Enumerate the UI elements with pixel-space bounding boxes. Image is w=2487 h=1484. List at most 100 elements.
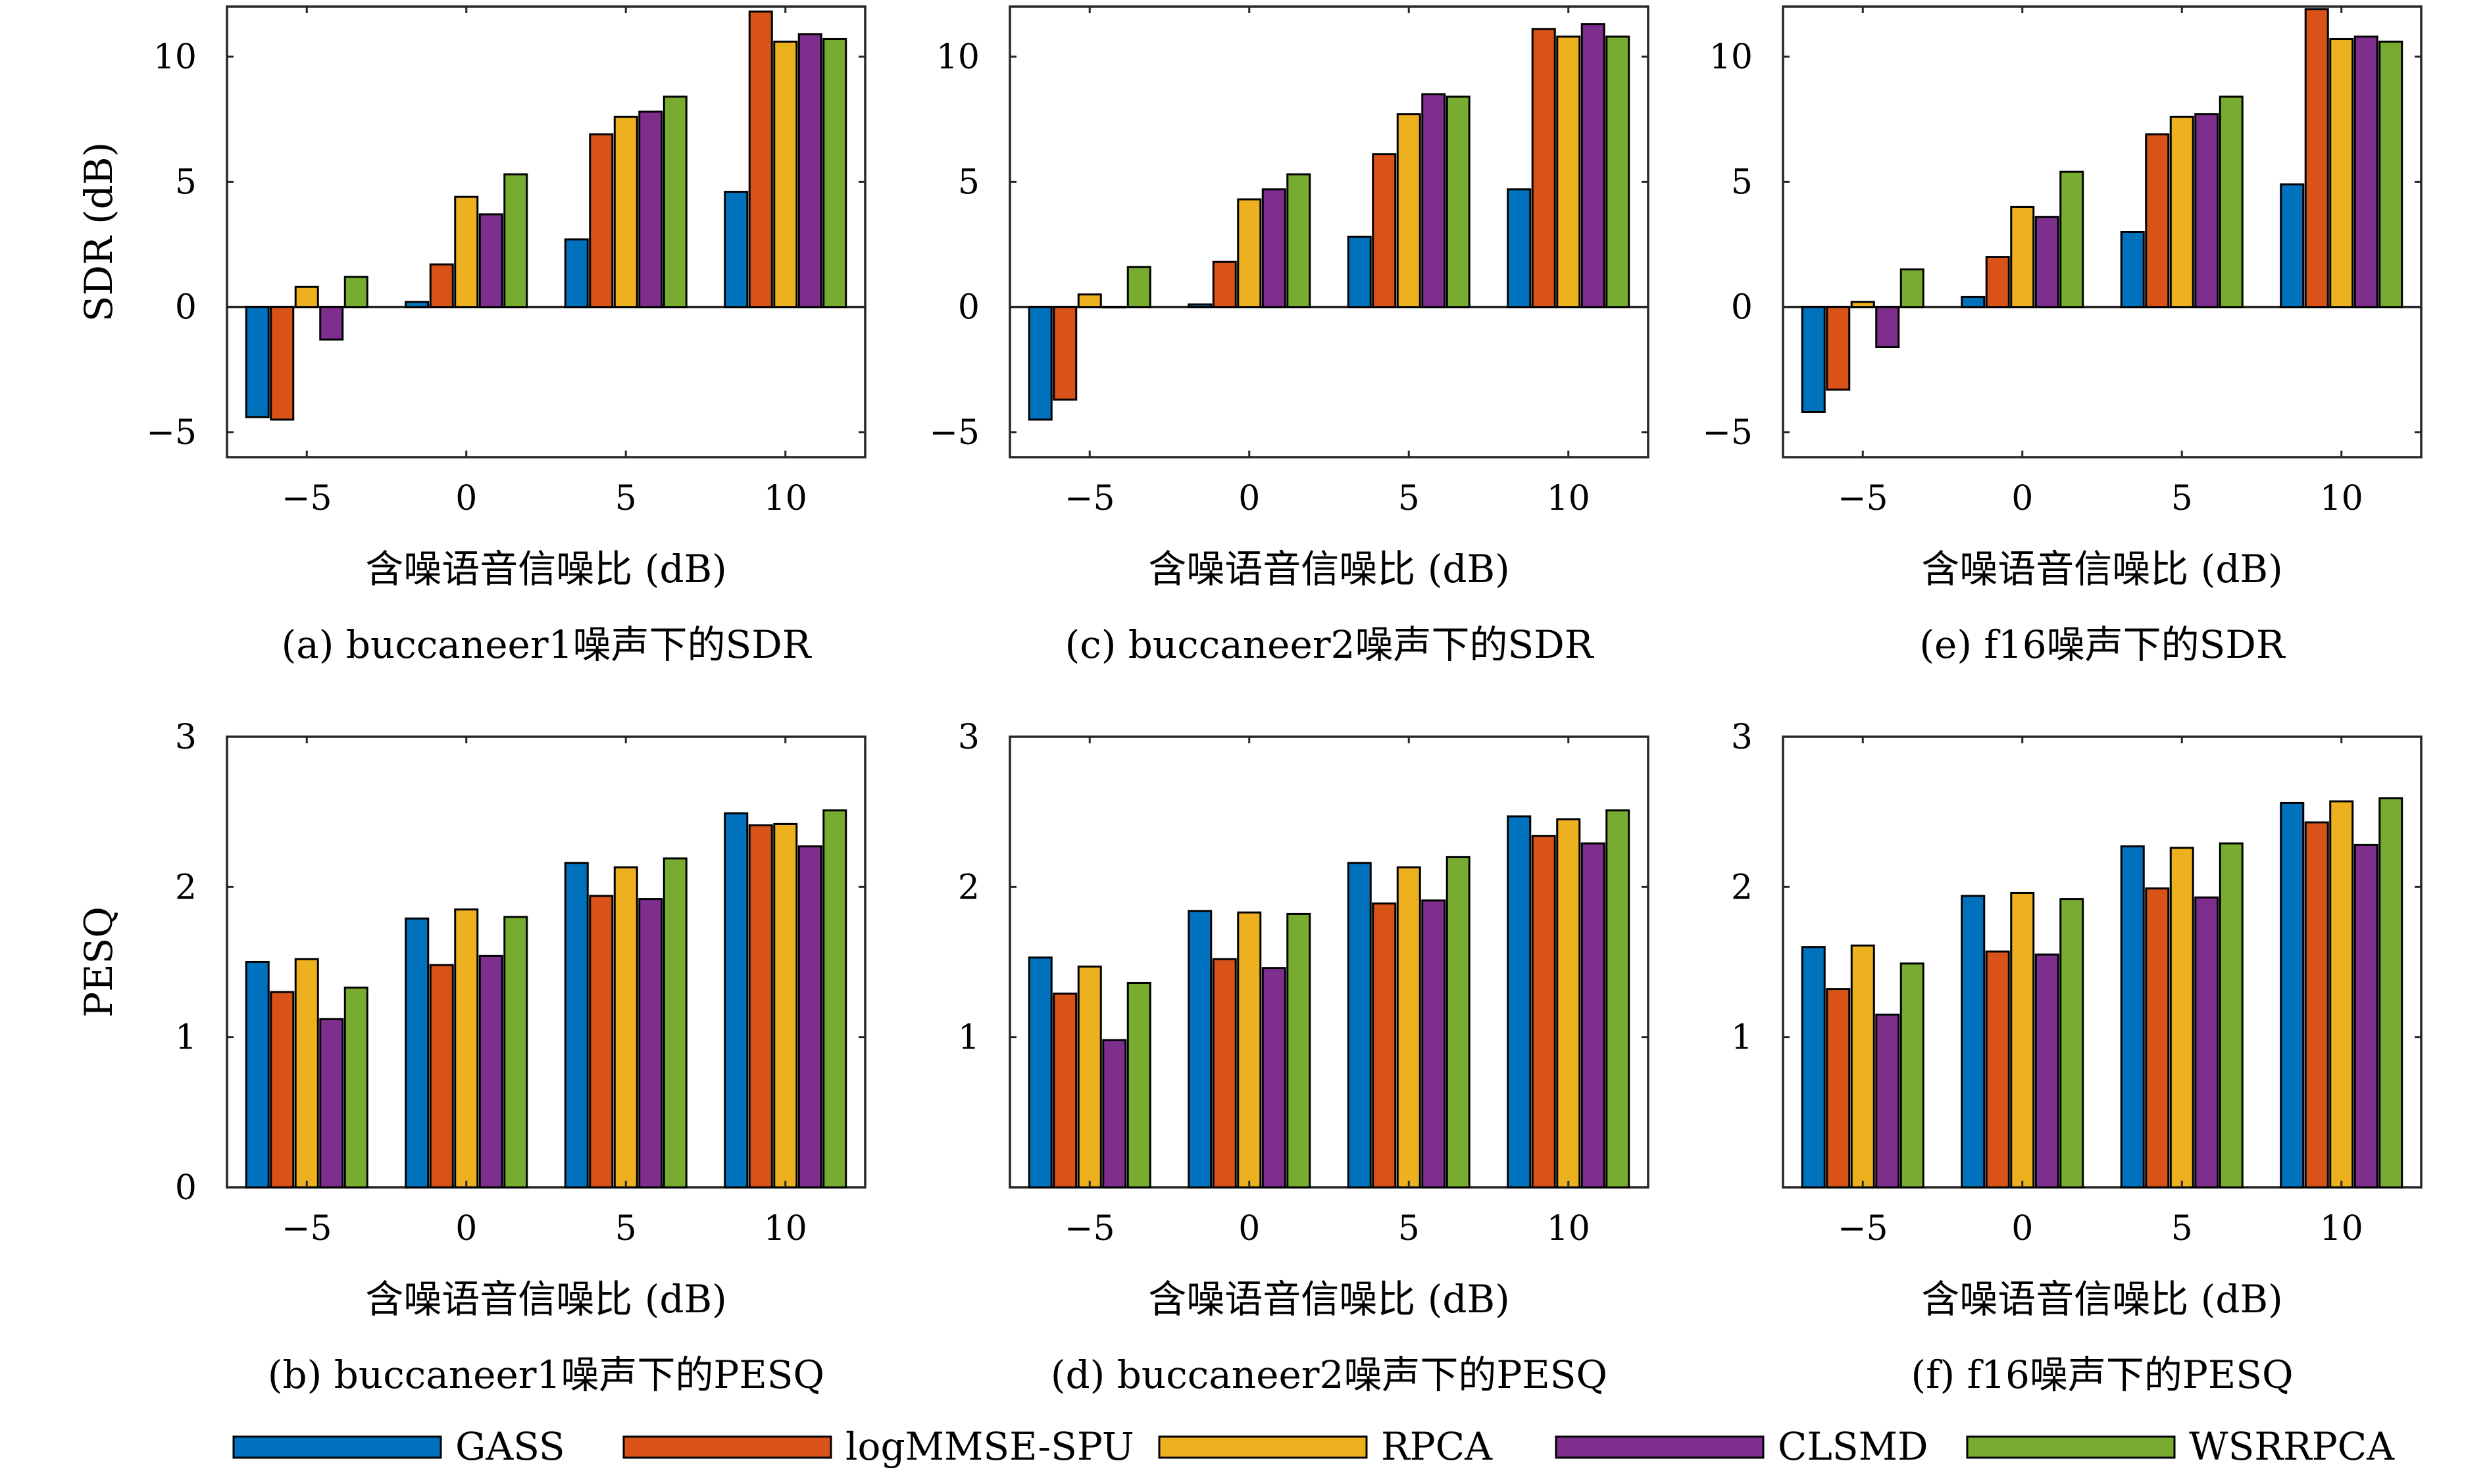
x-tick-label: 5 (1398, 1209, 1420, 1249)
bar-rpca-4 (773, 822, 798, 1189)
bar-clsmd-3 (2194, 113, 2219, 309)
bar-logmmse-spu-3 (589, 895, 614, 1189)
bar-gass-2 (1188, 910, 1213, 1189)
bar-rpca-2 (2010, 891, 2035, 1189)
legend-swatch (622, 1435, 832, 1459)
legend-swatch (232, 1435, 442, 1459)
bar-logmmse-spu-4 (1531, 835, 1556, 1189)
bar-clsmd-1 (1875, 306, 1900, 349)
y-tick-label: 0 (175, 288, 197, 328)
bar-logmmse-spu-1 (1826, 988, 1851, 1189)
y-tick-label: 3 (958, 718, 980, 757)
bar-gass-1 (1801, 946, 1826, 1189)
axes-box (1782, 735, 2423, 1189)
bar-clsmd-4 (1580, 23, 1605, 309)
y-tick-label: 3 (1731, 718, 1753, 757)
x-axis-label: 含噪语音信噪比 (dB) (1148, 1277, 1509, 1322)
bar-logmmse-spu-1 (1053, 306, 1078, 401)
x-axis-label: 含噪语音信噪比 (dB) (365, 1277, 726, 1322)
bar-wsrrpca-4 (2378, 40, 2403, 309)
x-tick-label: −5 (282, 1209, 332, 1249)
bar-clsmd-4 (2353, 36, 2378, 309)
bar-wsrrpca-4 (1605, 36, 1630, 309)
bar-rpca-1 (294, 285, 319, 309)
bar-wsrrpca-1 (343, 276, 368, 309)
bar-clsmd-2 (478, 954, 503, 1189)
x-tick-label: 0 (455, 479, 477, 518)
bar-gass-3 (1347, 862, 1372, 1189)
x-axis-label: 含噪语音信噪比 (dB) (1921, 1277, 2282, 1322)
bar-logmmse-spu-1 (1053, 992, 1078, 1189)
bar-gass-2 (1961, 295, 1986, 309)
bar-rpca-1 (1077, 965, 1102, 1189)
x-tick-label: −5 (1838, 1209, 1888, 1249)
y-axis-label: SDR (dB) (76, 142, 121, 322)
bar-logmmse-spu-3 (589, 133, 614, 309)
bar-gass-4 (1507, 188, 1532, 309)
legend-item-logmmse-spu: logMMSE-SPU (622, 1424, 1134, 1469)
chart-panel-b: −5 0 5 10 0 1 2 3 含噪语音信噪比 (dB) PESQ (b) buccaneer1… (76, 718, 867, 1397)
bar-logmmse-spu-4 (1531, 28, 1556, 309)
bar-wsrrpca-3 (1445, 95, 1470, 309)
chart-panel-c: −5 0 5 10 −5 0 5 10 含噪语音信噪比 (dB) (c) buccaneer2噪声… (929, 5, 1649, 667)
x-axis-label: 含噪语音信噪比 (dB) (1148, 547, 1509, 591)
bar-rpca-4 (2329, 800, 2354, 1189)
bar-rpca-4 (773, 40, 798, 309)
bar-gass-1 (1028, 956, 1053, 1189)
bar-rpca-4 (2329, 37, 2354, 309)
bar-clsmd-1 (1102, 1039, 1127, 1189)
bar-logmmse-spu-4 (2304, 8, 2329, 309)
legend-item-rpca: RPCA (1158, 1424, 1493, 1469)
axes-box (1009, 5, 1649, 458)
y-tick-label: 3 (175, 718, 197, 757)
bar-clsmd-1 (319, 1018, 344, 1189)
bar-wsrrpca-3 (663, 857, 688, 1189)
bar-wsrrpca-1 (1126, 266, 1151, 309)
bar-logmmse-spu-2 (429, 964, 454, 1189)
axes-box (1009, 735, 1649, 1189)
chart-panel-d: −5 0 5 10 1 2 3 含噪语音信噪比 (dB) (d) buccaneer2噪声下的P… (958, 718, 1649, 1397)
bar-clsmd-1 (319, 306, 344, 341)
bar-wsrrpca-1 (1899, 962, 1924, 1189)
y-tick-label: 10 (1709, 37, 1753, 77)
legend-label: RPCA (1381, 1424, 1493, 1469)
bar-gass-4 (724, 191, 749, 309)
bar-clsmd-3 (2194, 896, 2219, 1189)
legend-label: CLSMD (1778, 1424, 1928, 1469)
bar-rpca-4 (1556, 818, 1581, 1189)
bar-logmmse-spu-3 (2145, 133, 2170, 309)
bar-wsrrpca-3 (2219, 95, 2244, 309)
bar-rpca-2 (1237, 198, 1262, 309)
bar-rpca-2 (1237, 911, 1262, 1189)
bar-clsmd-4 (797, 845, 822, 1189)
bar-wsrrpca-1 (343, 986, 368, 1189)
x-tick-label: 5 (615, 479, 637, 518)
y-tick-label: 2 (1731, 868, 1753, 907)
panel-caption: (b) buccaneer1噪声下的PESQ (268, 1352, 824, 1397)
panel-caption: (d) buccaneer2噪声下的PESQ (1051, 1352, 1607, 1397)
bar-clsmd-2 (2034, 953, 2059, 1189)
chart-panel-a: −5 0 5 10 −5 0 5 10 含噪语音信噪比 (dB) SDR (dB) (a) bucc… (76, 5, 867, 667)
bar-rpca-3 (2169, 847, 2194, 1189)
bar-wsrrpca-3 (2219, 842, 2244, 1189)
bar-gass-2 (1188, 303, 1213, 309)
bar-logmmse-spu-2 (1985, 951, 2010, 1189)
panel-caption: (e) f16噪声下的SDR (1919, 622, 2286, 667)
x-tick-label: 0 (2011, 479, 2033, 518)
x-tick-label: 10 (764, 1209, 807, 1249)
bar-rpca-1 (1850, 301, 1875, 309)
bar-wsrrpca-4 (1605, 809, 1630, 1189)
bar-clsmd-2 (2034, 216, 2059, 309)
x-tick-label: 0 (1238, 1209, 1260, 1249)
bar-clsmd-3 (638, 111, 663, 309)
bar-clsmd-4 (2353, 843, 2378, 1189)
bar-wsrrpca-4 (2378, 797, 2403, 1189)
bar-gass-2 (405, 301, 430, 309)
axes-box (226, 735, 867, 1189)
bar-clsmd-4 (797, 33, 822, 309)
bar-wsrrpca-2 (503, 916, 528, 1189)
bar-gass-1 (245, 306, 270, 418)
bar-rpca-3 (1396, 113, 1421, 309)
bar-gass-4 (2280, 183, 2305, 309)
